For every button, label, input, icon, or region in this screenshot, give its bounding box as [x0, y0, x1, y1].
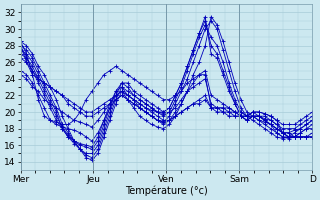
X-axis label: Température (°c): Température (°c)	[125, 185, 208, 196]
